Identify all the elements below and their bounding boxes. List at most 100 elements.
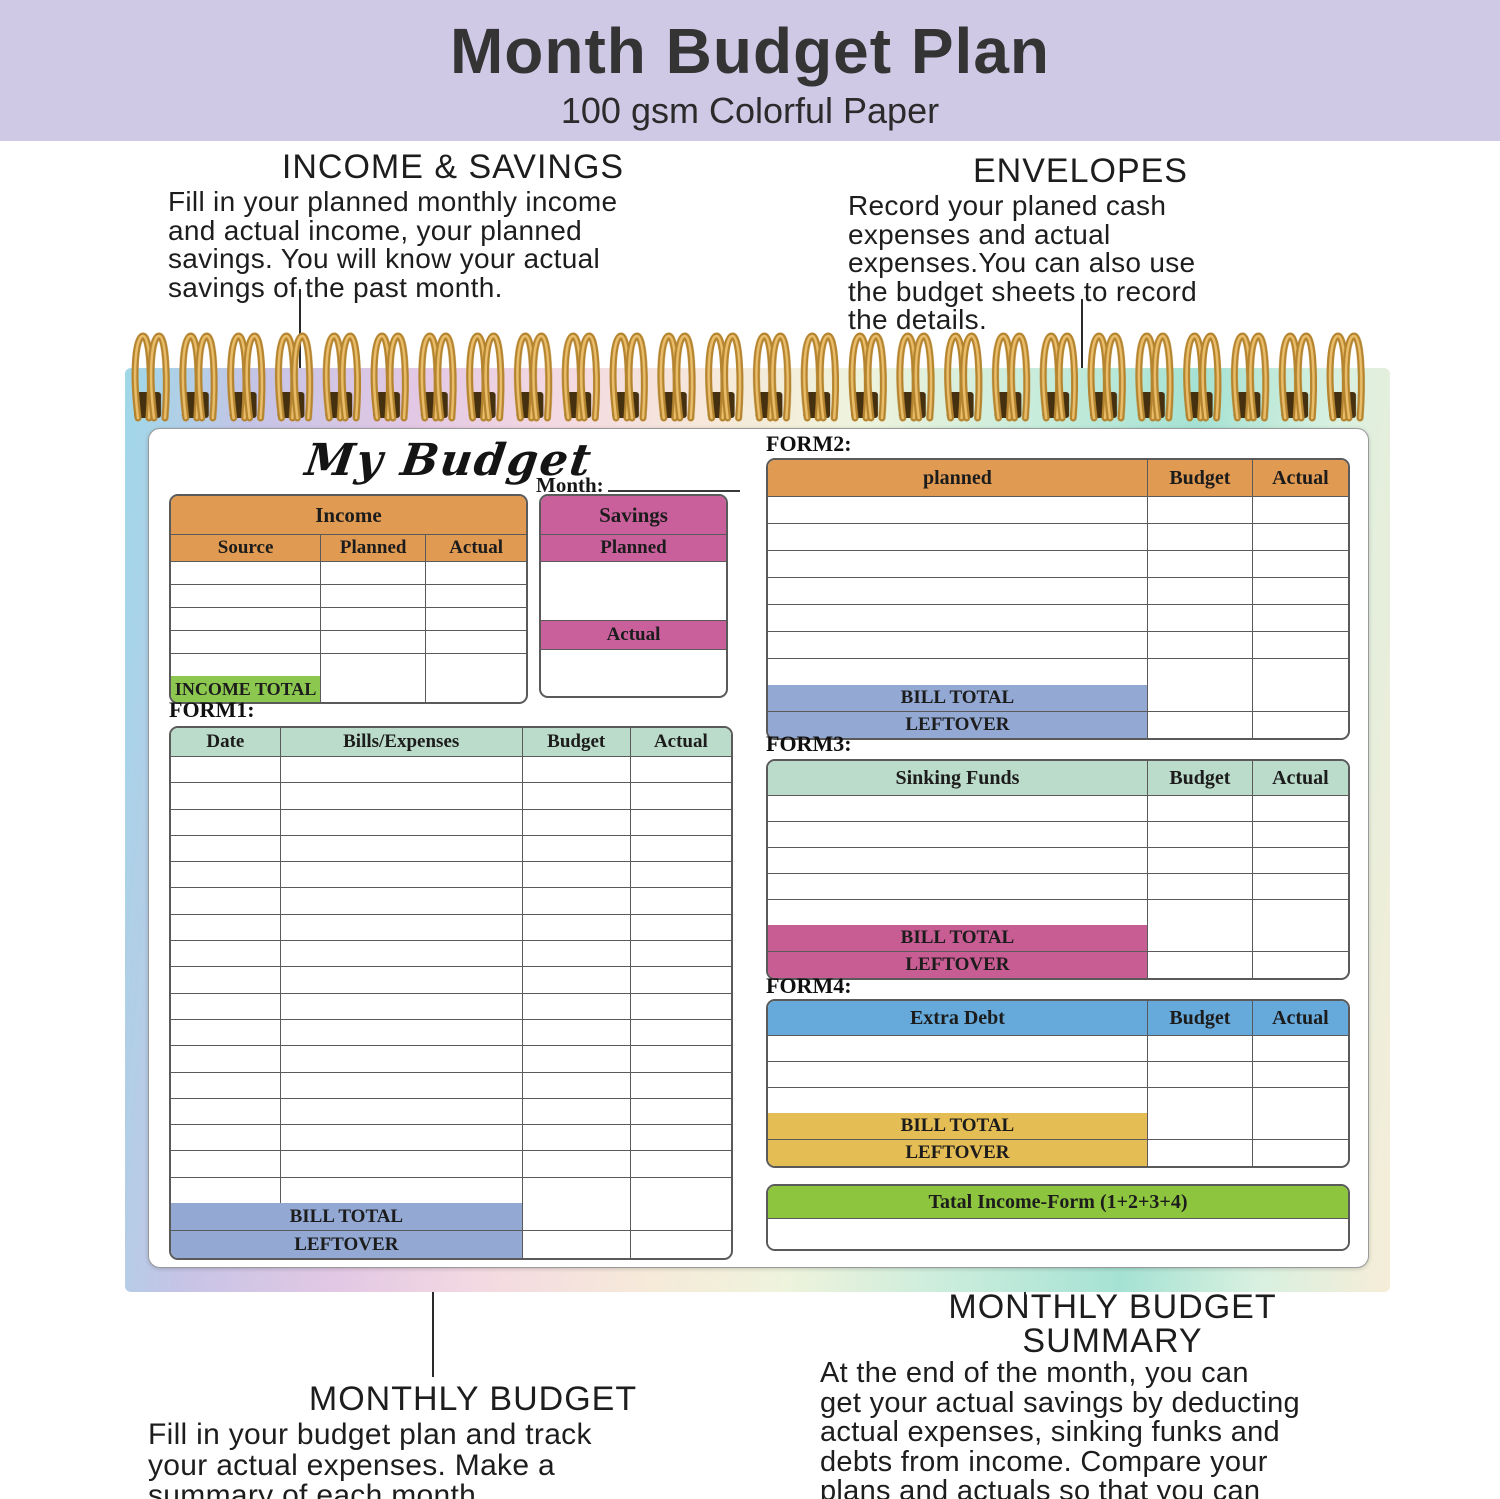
form3-table: Sinking Funds Budget Actual BILL TOTAL	[766, 759, 1350, 980]
form4-body	[768, 1036, 1348, 1113]
table-row	[768, 1088, 1348, 1113]
column-header: Actual	[653, 731, 708, 752]
table-row	[171, 1177, 731, 1204]
table-row	[171, 888, 731, 915]
page-title: Month Budget Plan	[449, 15, 1051, 87]
column-header: Sinking Funds	[768, 761, 1148, 795]
table-row	[171, 1125, 731, 1152]
form4-label: FORM4:	[766, 973, 852, 998]
bill-total-label: BILL TOTAL	[768, 1113, 1148, 1139]
month-field: Month:	[536, 473, 740, 498]
leftover-row: LEFTOVER	[768, 1140, 1348, 1166]
grand-total-table: Tatal Income-Form (1+2+3+4)	[766, 1184, 1350, 1251]
table-row	[171, 1046, 731, 1073]
annotation-title: ENVELOPES	[973, 152, 1188, 190]
column-header: Actual	[1272, 466, 1329, 489]
column-header: Source	[171, 535, 322, 561]
column-header: Actual	[1272, 766, 1329, 789]
table-row	[171, 941, 731, 968]
savings-table-title: Savings	[541, 496, 726, 535]
bill-total-label: BILL TOTAL	[768, 925, 1148, 951]
annotation-title: MONTHLY BUDGET	[308, 1380, 638, 1418]
annotation-body: At the end of the month, you can get you…	[820, 1357, 1300, 1499]
income-total-row: INCOME TOTAL	[171, 676, 526, 702]
column-header: Budget	[1148, 1001, 1253, 1035]
table-row	[171, 783, 731, 810]
table-row	[768, 659, 1348, 685]
income-table-body	[171, 562, 526, 676]
table-row	[171, 631, 526, 654]
table-row	[768, 874, 1348, 900]
column-header: Budget	[523, 728, 631, 756]
grand-total-label: Tatal Income-Form (1+2+3+4)	[768, 1186, 1348, 1219]
column-header: Bills/Expenses	[281, 728, 523, 756]
column-header: Budget	[1148, 761, 1253, 795]
column-header: Date	[171, 728, 281, 756]
table-row	[171, 809, 731, 836]
form4-header: Extra Debt Budget Actual	[768, 1001, 1348, 1036]
income-table-header: Source Planned Actual	[171, 535, 526, 562]
column-header: Budget	[1148, 460, 1253, 496]
leftover-label: LEFTOVER	[171, 1231, 523, 1259]
annotation-title: INCOME & SAVINGS	[281, 148, 625, 186]
leftover-label: LEFTOVER	[768, 952, 1148, 978]
savings-planned-space	[541, 562, 726, 621]
table-row	[171, 562, 526, 585]
annotation-body: Fill in your budget plan and track your …	[148, 1418, 592, 1499]
table-row	[768, 848, 1348, 874]
form1-table: Date Bills/Expenses Budget Actual	[169, 726, 733, 1261]
form4-table: Extra Debt Budget Actual BILL TOTAL LEFT…	[766, 999, 1350, 1168]
form2-header: planned Budget Actual	[768, 460, 1348, 497]
table-row	[768, 796, 1348, 822]
column-header: planned	[768, 460, 1148, 496]
table-row	[171, 654, 526, 676]
table-row	[768, 551, 1348, 578]
annotation-monthly-budget: MONTHLY BUDGET Fill in your budget plan …	[148, 1380, 798, 1499]
income-table: Income Source Planned Actual	[169, 494, 528, 704]
income-table-title: Income	[171, 496, 526, 535]
form2-label: FORM2:	[766, 431, 852, 456]
form2-body	[768, 497, 1348, 685]
savings-table: Savings Planned Actual	[539, 494, 728, 698]
table-row	[768, 524, 1348, 551]
leader-line	[432, 1247, 434, 1377]
table-row	[768, 1062, 1348, 1088]
annotation-income-savings: INCOME & SAVINGS Fill in your planned mo…	[168, 148, 738, 302]
table-row	[171, 1151, 731, 1178]
top-banner: Month Budget Plan 100 gsm Colorful Paper	[0, 0, 1500, 141]
table-row	[768, 822, 1348, 848]
table-row	[768, 632, 1348, 659]
table-row	[768, 497, 1348, 524]
spiral-binding-icon	[128, 330, 1372, 430]
leftover-label: LEFTOVER	[768, 1140, 1148, 1166]
column-header: Planned	[321, 535, 427, 561]
table-row	[171, 608, 526, 631]
form1-header: Date Bills/Expenses Budget Actual	[171, 728, 731, 757]
table-row	[171, 757, 731, 784]
leftover-row: LEFTOVER	[768, 712, 1348, 738]
leftover-row: LEFTOVER	[171, 1231, 731, 1259]
grand-total-blank-row	[768, 1219, 1348, 1249]
page-subtitle: 100 gsm Colorful Paper	[560, 90, 940, 131]
bill-total-row: BILL TOTAL	[171, 1203, 731, 1232]
annotation-envelopes: ENVELOPES Record your planed cash expens…	[848, 152, 1313, 335]
bill-total-label: BILL TOTAL	[768, 685, 1148, 711]
bill-total-row: BILL TOTAL	[768, 925, 1348, 952]
table-row	[768, 605, 1348, 632]
form3-header: Sinking Funds Budget Actual	[768, 761, 1348, 796]
leftover-label: LEFTOVER	[768, 712, 1148, 738]
form3-body	[768, 796, 1348, 925]
form1-body	[171, 757, 731, 1204]
table-row	[171, 1098, 731, 1126]
leftover-row: LEFTOVER	[768, 952, 1348, 978]
table-row	[768, 900, 1348, 925]
annotation-body: Record your planed cash expenses and act…	[848, 190, 1197, 336]
form2-table: planned Budget Actual	[766, 458, 1350, 740]
table-row	[171, 835, 731, 863]
table-row	[171, 914, 731, 942]
annotation-monthly-budget-summary: MONTHLY BUDGET SUMMARY At the end of the…	[820, 1290, 1405, 1499]
month-label: Month:	[536, 473, 604, 497]
form3-label: FORM3:	[766, 731, 852, 756]
form1-label: FORM1:	[169, 697, 255, 722]
